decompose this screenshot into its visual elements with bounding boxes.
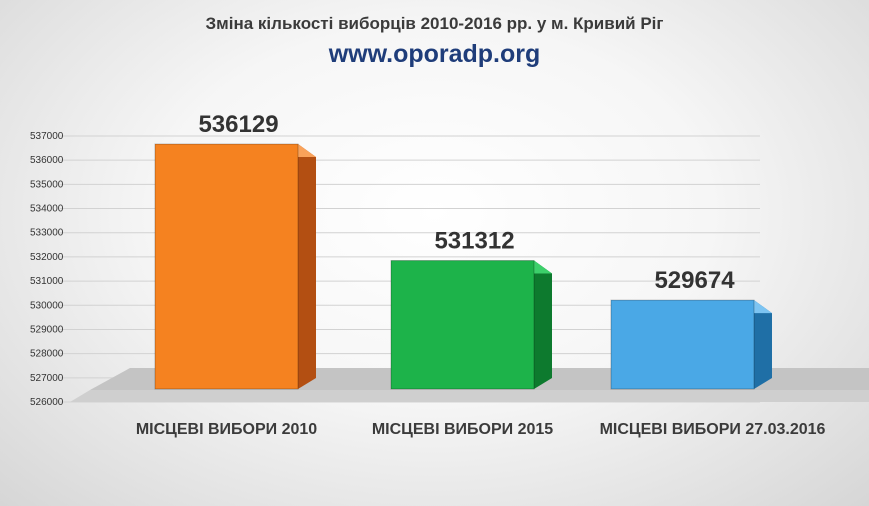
bar-side: [298, 144, 316, 389]
y-tick-label: 537000: [30, 131, 64, 142]
y-tick-label: 534000: [30, 204, 64, 215]
data-label: 529674: [654, 267, 735, 294]
y-tick-label: 536000: [30, 155, 64, 166]
chart-title: Зміна кількості виборців 2010-2016 рр. у…: [205, 14, 664, 33]
y-tick-label: 531000: [30, 276, 64, 287]
bar-side: [754, 300, 772, 389]
y-tick-label: 529000: [30, 324, 64, 335]
category-label: МІСЦЕВІ ВИБОРИ 27.03.2016: [600, 421, 826, 438]
data-label: 536129: [198, 111, 278, 138]
bar: [610, 299, 755, 390]
y-tick-label: 530000: [30, 300, 64, 311]
category-label: МІСЦЕВІ ВИБОРИ 2010: [136, 421, 317, 438]
floor-top: [70, 390, 869, 402]
bar: [390, 260, 535, 390]
y-tick-label: 526000: [30, 397, 64, 408]
y-tick-label: 527000: [30, 373, 64, 384]
y-tick-label: 535000: [30, 179, 64, 190]
y-tick-label: 528000: [30, 349, 64, 360]
y-tick-label: 532000: [30, 252, 64, 263]
bar: [154, 143, 299, 390]
data-label: 531312: [434, 228, 514, 255]
chart-subtitle: www.oporadp.org: [328, 40, 541, 68]
y-tick-label: 533000: [30, 228, 64, 239]
category-label: МІСЦЕВІ ВИБОРИ 2015: [372, 421, 553, 438]
bar-side: [534, 260, 552, 389]
